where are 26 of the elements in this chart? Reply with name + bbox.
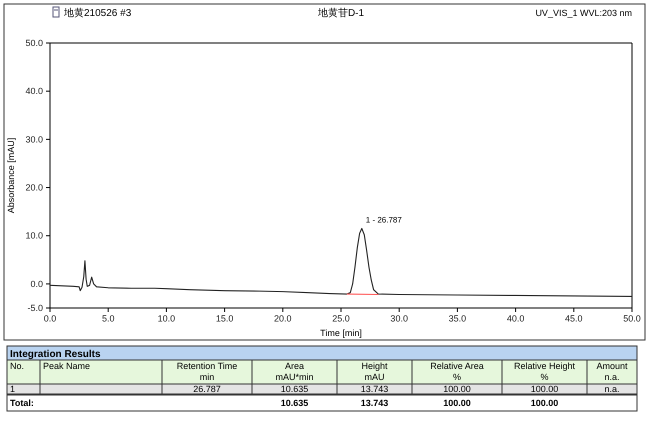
y-tick-label: 40.0 [25,86,43,96]
y-tick-label: 50.0 [25,38,43,48]
x-tick-label: 10.0 [158,313,176,324]
x-tick-label: 50.0 [623,313,641,324]
y-tick-label: 30.0 [25,134,43,144]
x-tick-label: 15.0 [216,313,234,324]
x-tick-label: 30.0 [390,313,408,324]
y-tick-label: -5.0 [27,302,43,313]
chart-title: 地黄苷D-1 [316,7,364,19]
y-tick-label: 20.0 [25,182,43,192]
y-axis-title: Absorbance [mAU] [6,138,16,214]
x-tick-label: 40.0 [506,313,524,324]
line-series [49,228,633,297]
x-tick-label: 35.0 [448,313,466,324]
y-tick-label: 0.0 [30,278,43,289]
results-table: Integration Results No. Peak Name Retention Time min Area mAU*min Height mAU Relative Area % Relative Height % Amount n.a. 1 26.787 10.635 13.743 100.00 100.00 n.a. Total: 10.635 13.743 100.00 100.00 [6,346,638,412]
x-tick-label: 0.0 [44,313,56,324]
chart-subtitle: 地黄210526 #3 [63,7,132,19]
annotation: 1 - 26.787 [366,216,402,224]
x-tick-label: 45.0 [565,313,583,324]
x-tick-label: 20.0 [274,313,292,324]
x-axis-title: Time [min] [320,328,362,338]
text: UV_VIS_1 WVL:203 nm [535,8,632,18]
x-tick-label: 25.0 [332,313,350,324]
y-tick-label: 10.0 [25,230,43,241]
x-tick-label: 5.0 [102,313,114,324]
